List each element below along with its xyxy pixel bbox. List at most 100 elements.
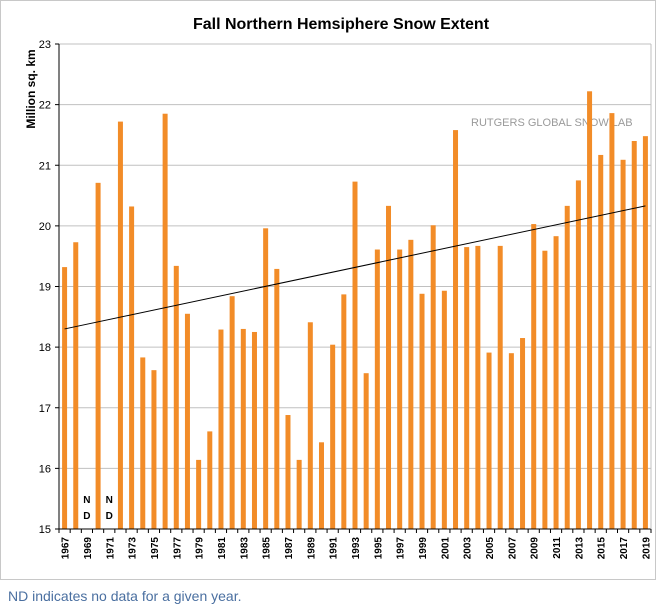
bar-2013: [575, 180, 581, 529]
bar-2011: [553, 236, 559, 529]
bar-1997: [397, 249, 403, 530]
x-tick-label: 1993: [351, 537, 362, 560]
x-tick-label: 2011: [552, 537, 563, 559]
x-tick-label: 2007: [507, 537, 518, 560]
caption-note: ND indicates no data for a given year.: [8, 588, 242, 604]
bar-1974: [140, 357, 146, 529]
y-tick-label: 16: [39, 463, 51, 475]
y-tick-label: 21: [39, 160, 51, 172]
bar-1980: [207, 431, 213, 529]
bar-2009: [531, 224, 537, 529]
bar-1970: [95, 182, 101, 530]
y-tick-label: 17: [39, 403, 51, 415]
bar-2016: [609, 113, 615, 530]
y-tick-label: 22: [39, 100, 51, 112]
x-tick-label: 1987: [284, 537, 295, 560]
bar-1968: [73, 242, 79, 529]
bar-1972: [117, 121, 123, 529]
bar-1989: [307, 322, 313, 529]
y-axis-label: Million sq. km: [24, 49, 38, 128]
y-tick-label: 18: [39, 342, 51, 354]
no-data-label-n: N: [106, 495, 113, 506]
bar-2017: [620, 159, 626, 529]
x-tick-label: 2015: [597, 537, 608, 560]
bar-1983: [240, 328, 246, 529]
bar-1990: [318, 442, 324, 529]
bar-2003: [464, 247, 470, 529]
bars: [62, 91, 648, 530]
trendline: [64, 205, 646, 330]
y-tick-label: 23: [39, 39, 51, 51]
bar-2014: [587, 91, 593, 529]
bar-2006: [497, 245, 503, 529]
bar-2015: [598, 154, 604, 529]
x-tick-label: 2017: [619, 537, 630, 560]
bar-1985: [263, 228, 269, 530]
bar-2000: [430, 225, 436, 530]
bar-1977: [173, 265, 179, 529]
no-data-label-d: D: [83, 511, 90, 522]
bar-2005: [486, 352, 492, 529]
no-data-label-n: N: [83, 495, 90, 506]
chart-title: Fall Northern Hemsiphere Snow Extent: [193, 16, 490, 33]
bar-2019: [642, 136, 648, 529]
x-tick-label: 1969: [83, 537, 94, 560]
bar-1992: [341, 294, 347, 529]
y-tick-labels: 15 16 17 18 19 20 21 22 23: [39, 39, 51, 536]
x-tick-label: 1985: [262, 537, 273, 560]
bar-1987: [285, 415, 291, 529]
bar-2001: [441, 290, 447, 529]
bar-1981: [218, 329, 224, 529]
bar-1984: [251, 331, 257, 529]
bar-1986: [274, 268, 280, 529]
x-tick-label: 2013: [574, 537, 585, 560]
x-tick-labels: 1967 1969 1971 1973 1975 1977 1979 1981 1983 1985…: [61, 537, 653, 560]
x-tick-label: 1995: [373, 537, 384, 560]
bar-2008: [520, 338, 526, 529]
bar-1991: [330, 344, 336, 529]
x-tick-label: 2019: [641, 537, 652, 560]
x-tick-label: 1971: [105, 537, 116, 560]
bar-1999: [419, 293, 425, 529]
x-tick-label: 1983: [239, 537, 250, 560]
chart-frame: Fall Northern Hemsiphere Snow Extent Mil…: [0, 0, 656, 580]
bar-1998: [408, 239, 414, 529]
watermark-label: RUTGERS GLOBAL SNOW LAB: [471, 117, 633, 129]
bar-1995: [374, 249, 380, 530]
x-tick-label: 1977: [172, 537, 183, 560]
bar-2002: [453, 130, 459, 529]
x-tick-label: 2003: [463, 537, 474, 560]
bar-1993: [352, 181, 358, 529]
bar-1975: [151, 370, 157, 529]
bar-1978: [184, 313, 190, 529]
bar-1973: [129, 206, 135, 529]
bar-2004: [475, 245, 481, 529]
bar-1994: [363, 373, 369, 529]
y-tick-label: 20: [39, 221, 51, 233]
snow-extent-chart: Fall Northern Hemsiphere Snow Extent Mil…: [24, 16, 653, 560]
axes: [55, 43, 652, 533]
y-tick-label: 19: [39, 282, 51, 294]
x-tick-label: 2005: [485, 537, 496, 560]
x-tick-label: 1979: [195, 537, 206, 560]
bar-2018: [631, 141, 637, 529]
x-tick-label: 1975: [150, 537, 161, 560]
x-tick-label: 1989: [306, 537, 317, 560]
bar-2007: [508, 353, 514, 529]
bar-1979: [196, 459, 202, 529]
bar-1967: [62, 267, 68, 529]
trendline-group: [64, 205, 646, 330]
bar-1982: [229, 296, 235, 529]
bar-1996: [386, 205, 392, 529]
bar-2010: [542, 250, 548, 529]
x-tick-label: 1991: [329, 537, 340, 560]
y-tick-label: 15: [39, 524, 51, 536]
x-tick-label: 1967: [61, 537, 72, 560]
x-tick-label: 2009: [530, 537, 541, 560]
x-tick-label: 1997: [396, 537, 407, 560]
bar-1976: [162, 113, 168, 529]
x-tick-label: 2001: [440, 537, 451, 560]
bar-1988: [296, 459, 302, 529]
x-tick-label: 1973: [128, 537, 139, 560]
